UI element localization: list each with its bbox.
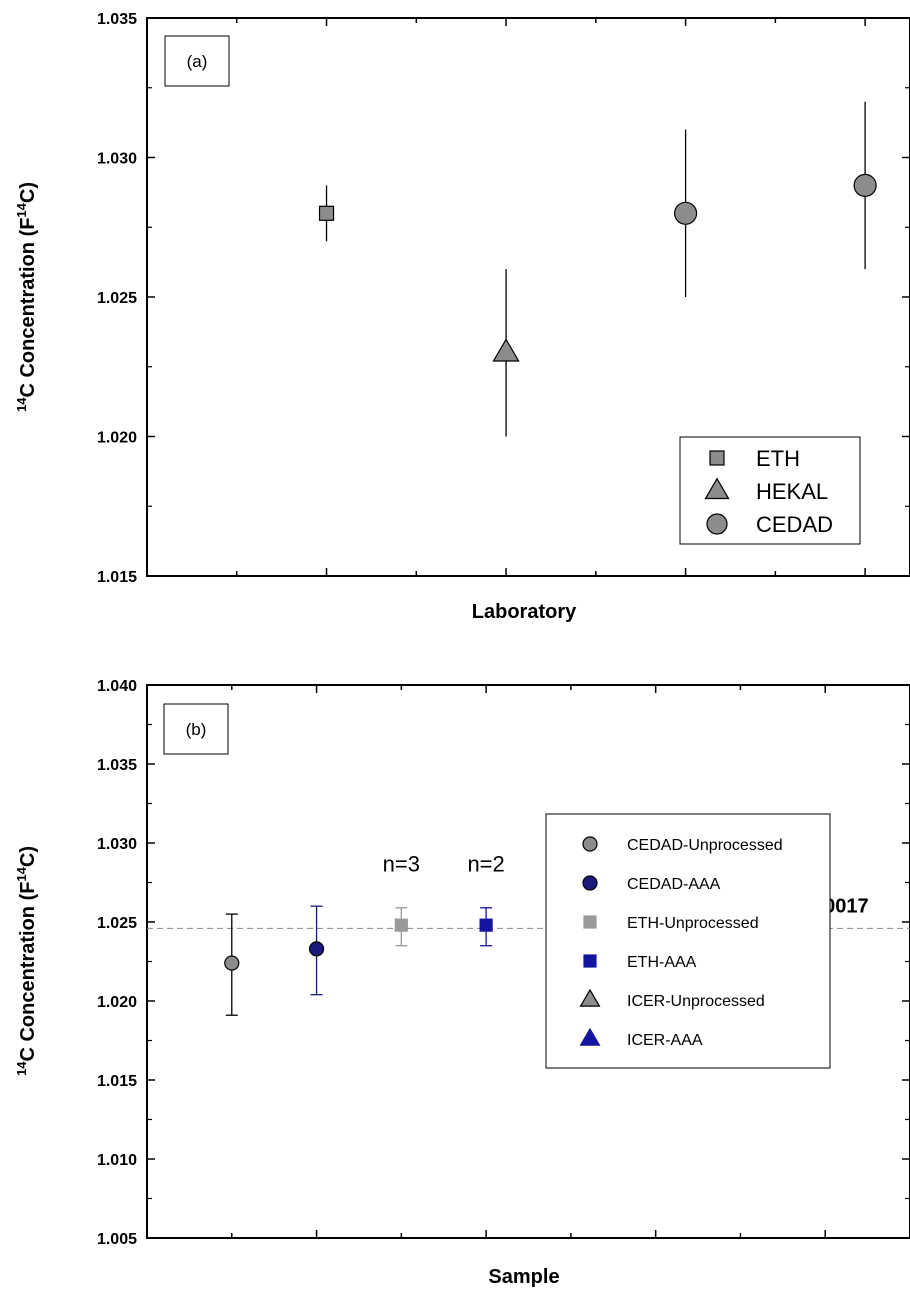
data-point-eth-aaa	[479, 918, 493, 932]
y-ticks-b: 1.005 1.010 1.015 1.020 1.025 1.030 1.035 1.040	[97, 678, 910, 1248]
series-cedad-unprocessed	[224, 913, 240, 1016]
y-tick-label: 1.015	[97, 1073, 137, 1090]
y-axis-label-b-sup2: 14	[14, 866, 29, 881]
legend-marker-icer-aaa	[579, 1027, 601, 1046]
y-tick-label: 1.025	[97, 915, 137, 932]
legend-label-cedad-unprocessed: CEDAD-Unprocessed	[627, 837, 783, 854]
x-axis-label-a: Laboratory	[472, 601, 577, 623]
y-tick-label: 1.040	[97, 678, 137, 695]
legend-marker-eth	[709, 450, 725, 466]
y-axis-label-a-sup2: 14	[14, 202, 29, 217]
annotations-b: n=3 n=2	[383, 852, 505, 877]
legend-b: CEDAD-Unprocessed CEDAD-AAA ETH-Unprocesse…	[545, 813, 831, 1069]
panel-label-box-b	[163, 703, 229, 755]
panel-a: 1.015 1.020 1.025 1.030 1.035 (a) ETH HEKAL CE…	[14, 11, 910, 623]
legend-label-cedad-aaa: CEDAD-AAA	[627, 876, 721, 893]
data-marks-a	[318, 101, 877, 437]
y-axis-label-b-main: C Concentration (F	[17, 882, 39, 1062]
y-axis-label-a: 14C Concentration (F14C)	[14, 182, 39, 412]
x-axis-label-b: Sample	[488, 1266, 559, 1288]
legend-marker-icer-unprocessed	[579, 988, 601, 1007]
panel-label-box-a	[164, 35, 230, 87]
legend-marker-eth-aaa	[583, 954, 597, 968]
series-hekal	[492, 269, 520, 437]
y-tick-label: 1.035	[97, 757, 137, 774]
y-tick-label: 1.035	[97, 11, 137, 28]
annotation-label: n=3	[383, 852, 420, 877]
legend-marker-cedad-unprocessed	[582, 836, 598, 852]
data-point-eth-unprocessed	[394, 918, 408, 932]
legend-label-eth-aaa: ETH-AAA	[627, 954, 697, 971]
legend-label-hekal: HEKAL	[756, 479, 828, 504]
legend-label-icer-aaa: ICER-AAA	[627, 1032, 703, 1049]
y-tick-label: 1.015	[97, 569, 137, 586]
data-point-cedad-unprocessed	[224, 955, 240, 971]
legend-a: ETH HEKAL CEDAD	[679, 436, 861, 545]
y-axis-label-a-main: C Concentration (F	[17, 218, 39, 398]
panel-label-b: (b)	[186, 720, 207, 739]
legend-marker-cedad-aaa	[582, 875, 598, 891]
series-eth-unprocessed	[394, 907, 408, 947]
y-axis-label-a-sup1: 14	[14, 397, 29, 412]
y-ticks-a: 1.015 1.020 1.025 1.030 1.035	[97, 11, 910, 586]
annotation-label: n=2	[467, 852, 504, 877]
data-point-cedad	[853, 173, 877, 197]
legend-label-icer-unprocessed: ICER-Unprocessed	[627, 993, 765, 1010]
legend-label-eth-unprocessed: ETH-Unprocessed	[627, 915, 759, 932]
series-cedad	[673, 101, 877, 297]
legend-marker-hekal	[704, 477, 730, 500]
panel-b: 1.005 1.010 1.015 1.020 1.025 1.030 1.035 1.040…	[14, 678, 910, 1288]
y-axis-label-b-end: C)	[17, 846, 39, 867]
legend-label-eth: ETH	[756, 446, 800, 471]
legend-marker-cedad	[706, 513, 728, 535]
legend-box-b	[545, 813, 831, 1069]
y-tick-label: 1.030	[97, 151, 137, 168]
series-eth-aaa	[479, 907, 493, 947]
x-ticks-a	[236, 18, 866, 576]
data-point-hekal	[492, 338, 520, 362]
legend-marker-eth-unprocessed	[583, 915, 597, 929]
series-eth	[318, 185, 335, 242]
y-axis-label-b: 14C Concentration (F14C)	[14, 846, 39, 1076]
y-tick-label: 1.020	[97, 430, 137, 447]
y-axis-label-a-end: C)	[17, 182, 39, 203]
x-ticks-b	[231, 685, 826, 1238]
data-point-eth	[318, 205, 335, 221]
y-axis-label-b-sup1: 14	[14, 1061, 29, 1076]
y-tick-label: 1.025	[97, 290, 137, 307]
y-tick-label: 1.005	[97, 1231, 137, 1248]
panel-label-a: (a)	[187, 52, 208, 71]
data-point-cedad-aaa	[308, 941, 325, 957]
y-tick-label: 1.030	[97, 836, 137, 853]
y-tick-label: 1.010	[97, 1152, 137, 1169]
series-cedad-aaa	[308, 905, 325, 996]
legend-label-cedad: CEDAD	[756, 512, 833, 537]
y-tick-label: 1.020	[97, 994, 137, 1011]
data-point-cedad	[673, 201, 698, 225]
